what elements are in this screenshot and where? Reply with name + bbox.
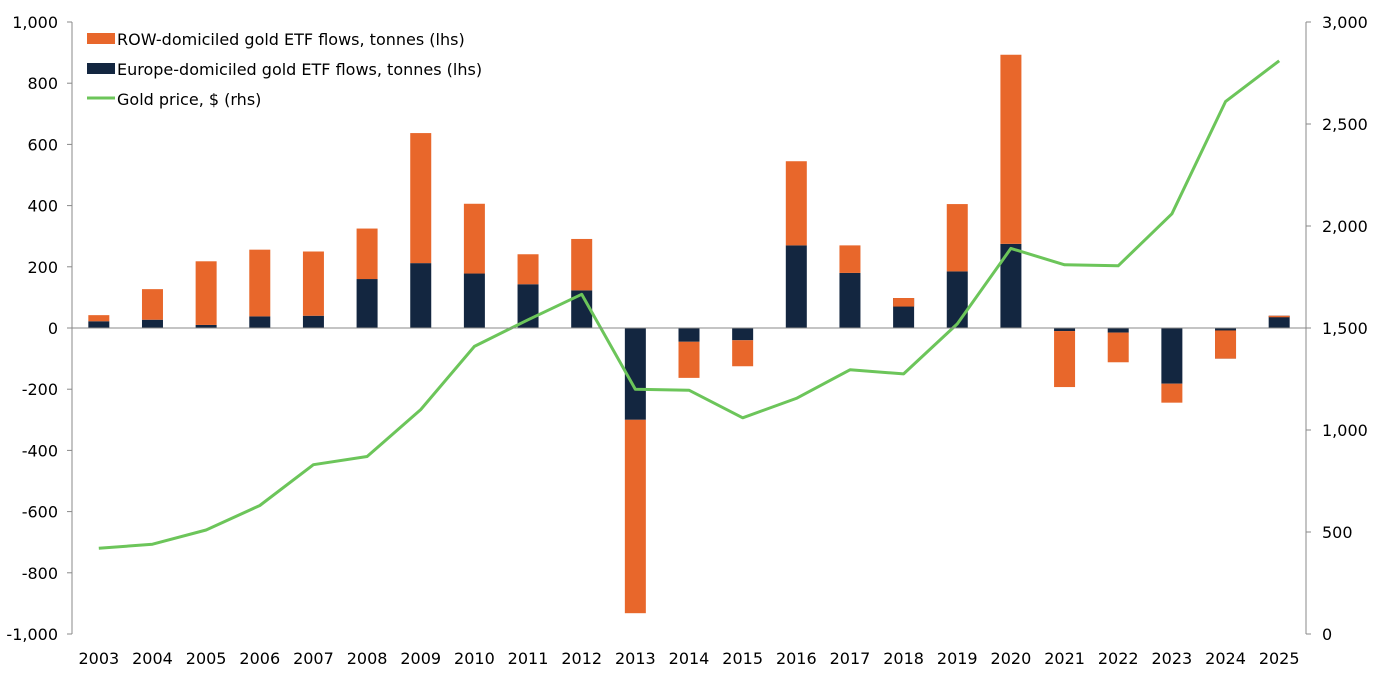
- bar-row-2008: [356, 228, 378, 280]
- x-tick-label-2021: 2021: [1044, 649, 1085, 668]
- x-tick-label-2003: 2003: [78, 649, 119, 668]
- legend-label-gold-price: Gold price, $ (rhs): [117, 90, 261, 109]
- x-tick-label-2023: 2023: [1152, 649, 1193, 668]
- bar-row-2003: [88, 315, 110, 322]
- bar-europe-2023: [1161, 328, 1183, 384]
- x-tick-label-2018: 2018: [883, 649, 924, 668]
- bar-row-2013: [624, 419, 646, 614]
- y-right-tick-label: 2,500: [1322, 115, 1368, 134]
- bar-row-2021: [1054, 331, 1076, 388]
- legend-label-europe: Europe-domiciled gold ETF flows, tonnes …: [117, 60, 482, 79]
- x-tick-label-2015: 2015: [722, 649, 763, 668]
- bar-row-2017: [839, 245, 861, 273]
- bar-row-2006: [249, 249, 271, 317]
- x-tick-label-2005: 2005: [186, 649, 227, 668]
- x-tick-label-2014: 2014: [669, 649, 710, 668]
- x-tick-label-2024: 2024: [1205, 649, 1246, 668]
- bar-row-2014: [678, 341, 700, 378]
- bar-europe-2005: [195, 324, 217, 328]
- bar-europe-2009: [410, 263, 432, 328]
- x-tick-label-2004: 2004: [132, 649, 173, 668]
- bar-row-2005: [195, 261, 217, 325]
- bar-europe-2007: [302, 315, 324, 328]
- x-tick-label-2013: 2013: [615, 649, 656, 668]
- bar-europe-2010: [463, 273, 485, 328]
- y-left-tick-label: 600: [27, 135, 58, 154]
- bar-row-2024: [1215, 330, 1237, 359]
- x-tick-label-2011: 2011: [508, 649, 549, 668]
- x-tick-label-2012: 2012: [561, 649, 602, 668]
- bar-europe-2015: [732, 328, 754, 341]
- bar-europe-2008: [356, 279, 378, 328]
- bar-europe-2020: [1000, 243, 1022, 328]
- bar-row-2019: [946, 204, 968, 272]
- x-tick-label-2020: 2020: [991, 649, 1032, 668]
- y-right-tick-label: 1,500: [1322, 319, 1368, 338]
- y-right-tick-label: 3,000: [1322, 13, 1368, 32]
- y-left-tick-label: -1,000: [6, 625, 58, 644]
- bar-row-2016: [785, 161, 807, 246]
- bar-row-2022: [1107, 332, 1129, 363]
- x-tick-label-2017: 2017: [830, 649, 871, 668]
- bar-row-2009: [410, 133, 432, 264]
- bar-europe-2006: [249, 316, 271, 328]
- y-left-tick-label: -200: [22, 380, 58, 399]
- y-right-tick-label: 2,000: [1322, 217, 1368, 236]
- x-tick-label-2009: 2009: [400, 649, 441, 668]
- x-tick-label-2008: 2008: [347, 649, 388, 668]
- y-left-tick-label: -600: [22, 503, 58, 522]
- bar-europe-2022: [1107, 328, 1129, 333]
- line-gold-price: [98, 59, 1281, 550]
- bar-row-2011: [517, 254, 539, 285]
- legend-entry-europe: Europe-domiciled gold ETF flows, tonnes …: [87, 60, 482, 79]
- legend-label-row: ROW-domiciled gold ETF flows, tonnes (lh…: [117, 30, 465, 49]
- x-tick-label-2016: 2016: [776, 649, 817, 668]
- bar-row-2004: [141, 289, 163, 320]
- bar-europe-2025: [1268, 315, 1290, 328]
- bar-europe-2016: [785, 245, 807, 328]
- plot-area: -1,000 -800 -600 -400 -200 0 200 400 600 800 1,000…: [6, 13, 1367, 668]
- x-tick-label-2010: 2010: [454, 649, 495, 668]
- legend-entry-row: ROW-domiciled gold ETF flows, tonnes (lh…: [87, 30, 465, 49]
- y-right-tick-label: 0: [1322, 625, 1332, 644]
- x-tick-label-2022: 2022: [1098, 649, 1139, 668]
- bar-row-2023: [1161, 383, 1183, 403]
- bar-europe-2021: [1054, 328, 1076, 332]
- bar-row-2010: [463, 203, 485, 274]
- bar-europe-2014: [678, 328, 700, 342]
- legend-swatch-row: [87, 33, 115, 44]
- x-tick-label-2007: 2007: [293, 649, 334, 668]
- x-tick-label-2019: 2019: [937, 649, 978, 668]
- x-tick-label-2025: 2025: [1259, 649, 1300, 668]
- y-left-tick-label: 400: [27, 197, 58, 216]
- legend-entry-gold-price: Gold price, $ (rhs): [87, 90, 261, 109]
- x-tick-label-2006: 2006: [239, 649, 280, 668]
- bar-europe-2004: [141, 319, 163, 328]
- bar-row-2018: [893, 298, 915, 307]
- legend: ROW-domiciled gold ETF flows, tonnes (lh…: [87, 30, 482, 109]
- bar-europe-2017: [839, 272, 861, 328]
- bar-row-2007: [302, 251, 324, 316]
- bar-europe-2012: [571, 290, 593, 328]
- bar-row-2015: [732, 340, 754, 367]
- bar-row-2012: [571, 238, 593, 291]
- bar-row-2020: [1000, 54, 1022, 244]
- y-left-tick-label: 0: [48, 319, 58, 338]
- bar-europe-2019: [946, 271, 968, 328]
- y-right-tick-label: 1,000: [1322, 421, 1368, 440]
- bar-row-2025: [1268, 315, 1290, 318]
- legend-swatch-europe: [87, 63, 115, 74]
- bar-europe-2003: [88, 321, 110, 328]
- y-left-tick-label: -400: [22, 441, 58, 460]
- y-left-tick-label: 800: [27, 74, 58, 93]
- y-left-tick-label: -800: [22, 564, 58, 583]
- y-left-tick-label: 1,000: [12, 13, 58, 32]
- y-left-tick-label: 200: [27, 258, 58, 277]
- y-right-tick-label: 500: [1322, 523, 1353, 542]
- bar-europe-2013: [624, 328, 646, 420]
